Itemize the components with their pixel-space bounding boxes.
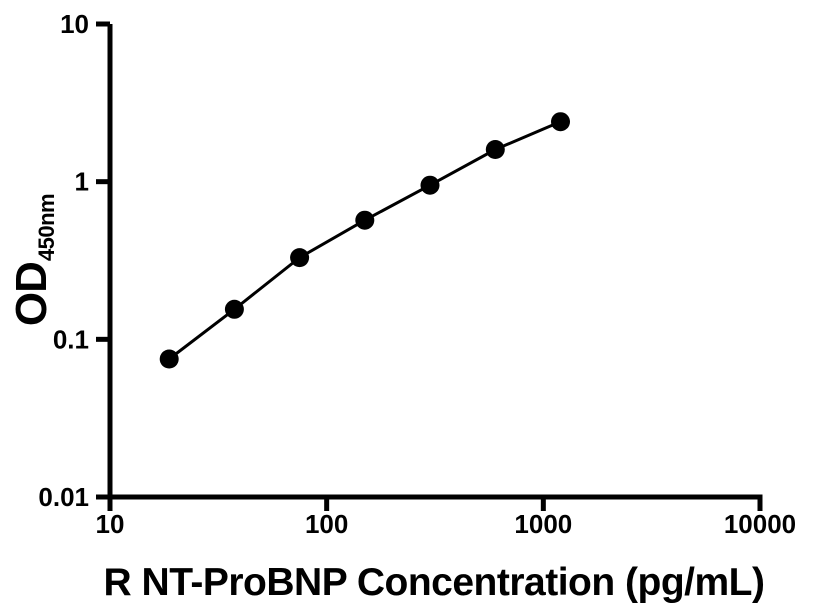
data-point-marker [355,210,375,230]
data-point-marker [159,349,179,369]
data-point-marker [551,112,570,132]
y-tick-label: 1 [75,167,89,197]
data-points [159,112,570,369]
y-axis-ticks: 0.01 0.1 1 10 [38,9,110,512]
x-tick-label: 100 [305,509,348,539]
data-point-marker [485,140,505,159]
y-tick-label: 0.01 [38,482,89,512]
x-tick-label: 10 [96,509,125,539]
y-axis-label-sub: 450nm [34,194,59,261]
x-tick-label: 10000 [724,509,796,539]
data-point-marker [290,248,310,268]
curve-line [168,120,562,361]
axis-spines [107,24,763,500]
x-axis-label: R NT-ProBNP Concentration (pg/mL) [104,561,765,604]
y-axis-label: OD450nm [7,194,59,326]
x-tick-label: 1000 [514,509,572,539]
y-tick-label: 10 [60,9,89,39]
data-point-marker [224,299,244,319]
data-point-marker [420,175,440,195]
x-axis-ticks: 10 100 1000 10000 [96,497,796,539]
y-axis-label-main: OD [7,262,56,326]
y-tick-label: 0.1 [53,324,89,354]
